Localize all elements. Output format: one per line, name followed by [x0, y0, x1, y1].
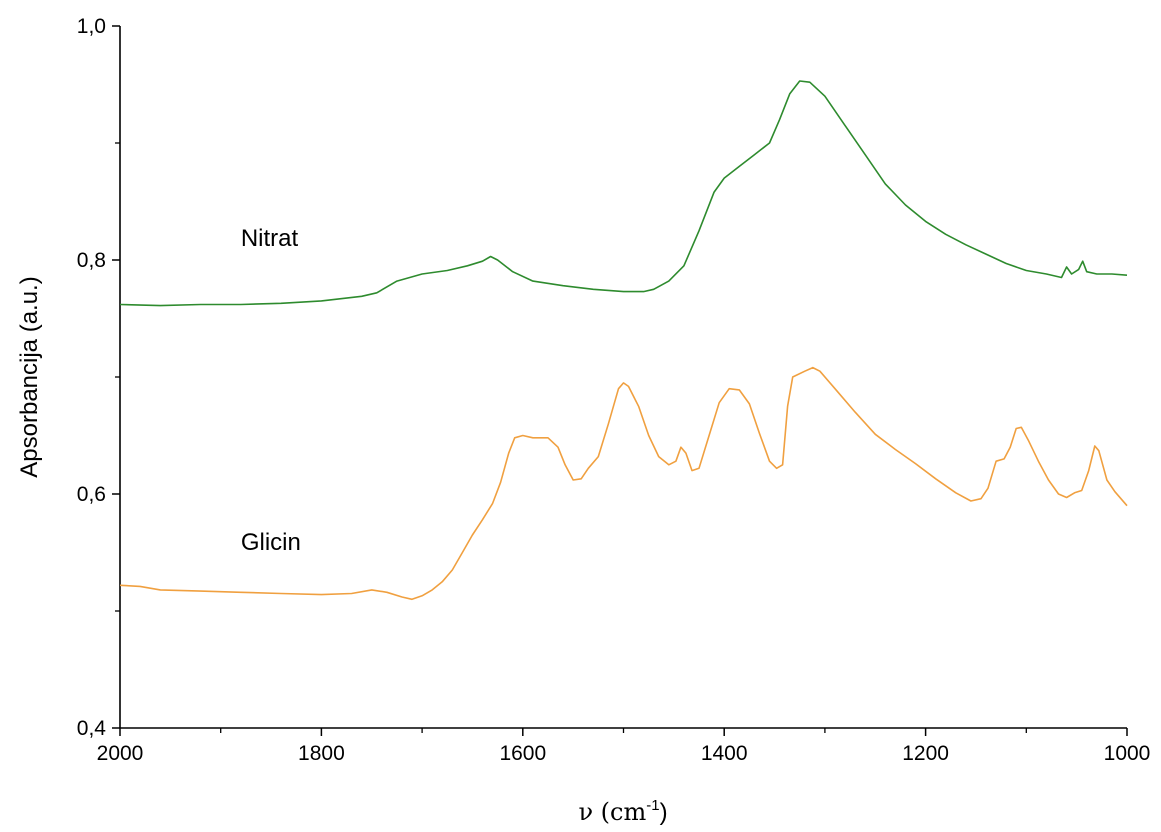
- y-tick-label: 0,6: [77, 483, 106, 506]
- x-axis-title-tail: ): [660, 799, 668, 826]
- y-tick-label: 0,8: [77, 249, 106, 272]
- axes: 2000 1800 1600 1400 1200 1000 0,4 0,6 0,8 1,0: [77, 15, 1151, 765]
- x-tick-label: 1800: [298, 742, 345, 765]
- y-tick-label: 0,4: [77, 717, 107, 740]
- x-tick-label: 1000: [1104, 742, 1151, 765]
- x-tick-label: 1200: [902, 742, 949, 765]
- x-axis-title-sup: -1: [646, 797, 659, 814]
- series-label-glicin: Glicin: [241, 529, 301, 556]
- plot-area: Nitrat Glicin: [119, 80, 1128, 601]
- x-tick-label: 1400: [701, 742, 748, 765]
- series-line-nitrat: [119, 80, 1128, 307]
- x-axis-title: ν (cm-1): [578, 797, 667, 826]
- series-label-nitrat: Nitrat: [241, 225, 299, 252]
- x-tick-label: 1600: [499, 742, 546, 765]
- y-tick-label: 1,0: [77, 15, 106, 38]
- x-tick-label: 2000: [97, 742, 144, 765]
- x-axis-title-main: ν (cm: [578, 798, 646, 826]
- y-axis-title: Apsorbancija (a.u.): [16, 276, 43, 477]
- series-line-glicin: [119, 366, 1128, 601]
